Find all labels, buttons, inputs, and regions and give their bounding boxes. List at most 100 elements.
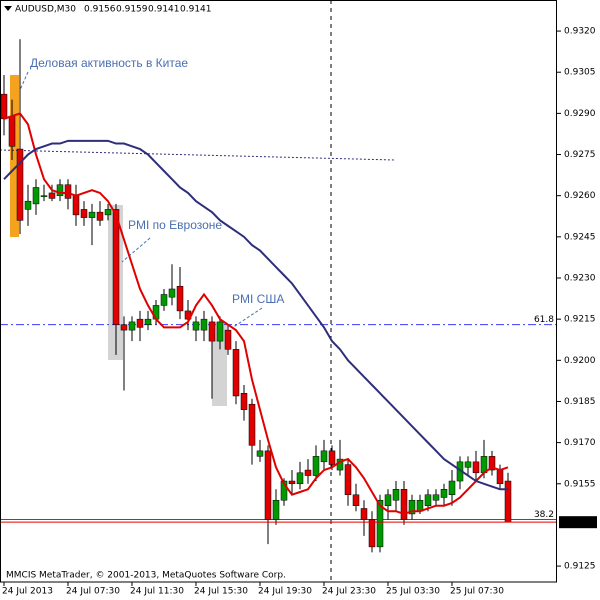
bull-body	[88, 211, 96, 218]
bear-body	[344, 464, 352, 496]
y-tick-label: 0.9230	[564, 273, 596, 283]
y-tick-label: 0.9125	[564, 562, 596, 572]
level-label: 38.2	[534, 510, 554, 520]
y-tick-label: 0.9275	[564, 150, 596, 160]
bear-body	[120, 324, 128, 331]
bull-body	[272, 499, 280, 520]
bear-body	[368, 519, 376, 548]
bull-body	[312, 456, 320, 476]
header-close: 0.9141	[180, 5, 212, 15]
x-tick-label: 25 Jul 07:30	[450, 587, 504, 597]
bull-body	[320, 450, 328, 463]
header-open: 0.9156	[84, 5, 116, 15]
moving-average	[3, 139, 508, 491]
bull-body	[216, 321, 224, 342]
pointer	[121, 237, 151, 263]
bull-body	[424, 494, 432, 506]
bear-body	[16, 148, 24, 221]
bull-body	[104, 209, 112, 216]
bear-body	[72, 195, 80, 216]
bull-body	[432, 494, 440, 501]
bull-body	[448, 480, 456, 496]
x-tick-label: 24 Jul 07:30	[66, 587, 120, 597]
bear-body	[240, 392, 248, 410]
bear-body	[304, 469, 312, 476]
level-label: 61.8	[534, 315, 554, 325]
y-tick-label: 0.9155	[564, 479, 596, 489]
bull-body	[40, 195, 48, 197]
y-tick-label: 0.9170	[564, 438, 596, 448]
y-tick-label: 0.9260	[564, 191, 596, 201]
bull-body	[464, 461, 472, 468]
plot-frame	[0, 0, 557, 583]
bull-body	[376, 499, 384, 548]
x-tick-label: 24 Jul 2013	[2, 587, 53, 597]
bear-body	[96, 211, 104, 221]
bear-body	[80, 209, 88, 218]
header-high: 0.9159	[116, 5, 148, 15]
bear-body	[472, 461, 480, 474]
bull-body	[280, 480, 288, 501]
y-tick-label: 0.9305	[564, 68, 596, 78]
bear-body	[488, 456, 496, 471]
bear-body	[208, 321, 216, 342]
x-tick-label: 24 Jul 11:30	[130, 587, 184, 597]
bull-body	[200, 318, 208, 331]
bull-body	[160, 294, 168, 306]
bear-body	[112, 209, 120, 325]
bear-body	[352, 494, 360, 506]
header-low: 0.9141	[148, 5, 180, 15]
annotation: Деловая активность в Китае	[30, 56, 188, 70]
x-tick-label: 24 Jul 15:30	[194, 587, 248, 597]
y-tick-label: 0.9185	[564, 397, 596, 407]
bull-body	[144, 318, 152, 325]
bull-body	[256, 450, 264, 457]
menu-arrow	[4, 6, 12, 11]
bear-body	[288, 480, 296, 485]
bear-body	[504, 480, 512, 523]
symbol: AUDUSD,M30	[15, 5, 76, 15]
bear-body	[0, 93, 8, 120]
highlight	[10, 75, 19, 237]
bull-body	[392, 489, 400, 501]
bull-body	[296, 472, 304, 485]
bear-body	[224, 329, 232, 350]
bear-body	[496, 469, 504, 485]
bull-body	[384, 494, 392, 506]
trend-line	[0, 149, 396, 161]
x-tick-label: 24 Jul 19:30	[258, 587, 312, 597]
bear-body	[328, 450, 336, 465]
bull-body	[168, 288, 176, 298]
bear-body	[48, 192, 56, 199]
price-tag	[559, 516, 597, 529]
bull-body	[32, 187, 40, 205]
x-tick-label: 24 Jul 23:30	[322, 587, 376, 597]
plot: 61.8 38.2	[0, 39, 557, 553]
bull-body	[440, 489, 448, 498]
footer: MMCIS MetaTrader, © 2001-2013, MetaQuote…	[6, 571, 286, 581]
y-tick-label: 0.9245	[564, 232, 596, 242]
bear-body	[264, 450, 272, 520]
bear-body	[8, 115, 16, 147]
y-tick-label: 0.9320	[564, 27, 596, 37]
bear-body	[400, 489, 408, 520]
pointer	[19, 71, 29, 91]
bull-body	[56, 184, 64, 196]
y-tick-label: 0.9215	[564, 315, 596, 325]
bull-body	[24, 200, 32, 210]
bear-body	[248, 403, 256, 446]
bull-body	[408, 499, 416, 515]
bear-body	[232, 349, 240, 397]
bear-body	[176, 285, 184, 312]
bull-body	[128, 321, 136, 331]
bear-body	[64, 184, 72, 199]
bear-body	[360, 508, 368, 520]
price-tag-label: 0.9141	[562, 518, 594, 528]
highlight	[212, 322, 227, 406]
y-tick-label: 0.9290	[564, 109, 596, 119]
annotation: PMI по Еврозоне	[128, 218, 222, 232]
y-tick-label: 0.9200	[564, 356, 596, 366]
bear-body	[136, 318, 144, 328]
